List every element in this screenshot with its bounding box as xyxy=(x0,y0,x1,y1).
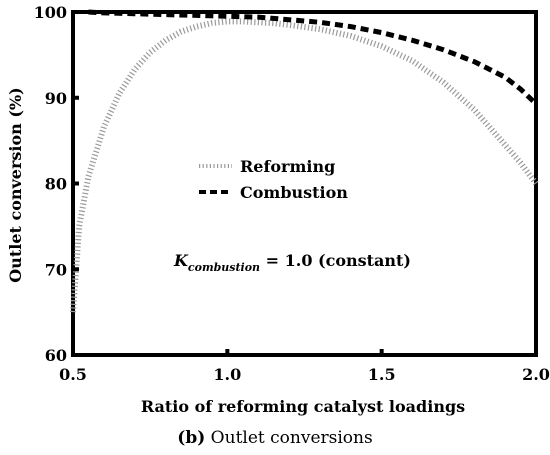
y-axis-title: Outlet conversion (%) xyxy=(6,87,25,282)
x-tick-label: 2.0 xyxy=(522,365,550,384)
y-tick-label: 70 xyxy=(45,260,67,279)
x-axis-title: Ratio of reforming catalyst loadings xyxy=(141,397,465,416)
annotation-k-combustion: Kcombustion = 1.0 (constant) xyxy=(173,251,411,274)
y-tick-label: 100 xyxy=(34,3,67,22)
legend-reforming-label: Reforming xyxy=(240,157,335,176)
annotation-rest: = 1.0 (constant) xyxy=(260,251,411,270)
tick-layer: 0.5 1.0 1.5 2.0 60 70 80 90 100 xyxy=(34,3,550,384)
annotation-k-letter: K xyxy=(173,251,189,270)
annotation-k-subscript: combustion xyxy=(188,261,260,274)
y-tick-label: 60 xyxy=(45,346,67,365)
caption-text: Outlet conversions xyxy=(205,428,372,448)
series-reforming-line xyxy=(70,18,539,313)
x-tick-label: 1.0 xyxy=(213,365,241,384)
legend-combustion-label: Combustion xyxy=(240,183,348,202)
y-tick-label: 80 xyxy=(45,175,67,194)
y-tick-label: 90 xyxy=(45,89,67,108)
x-tick-label: 0.5 xyxy=(59,365,87,384)
caption-letter: (b) xyxy=(177,428,205,448)
legend: Reforming Combustion xyxy=(199,157,348,202)
x-tick-label: 1.5 xyxy=(368,365,396,384)
series-combustion-line xyxy=(88,9,538,106)
series-layer xyxy=(70,9,539,313)
figure-caption: (b) Outlet conversions xyxy=(177,428,372,448)
